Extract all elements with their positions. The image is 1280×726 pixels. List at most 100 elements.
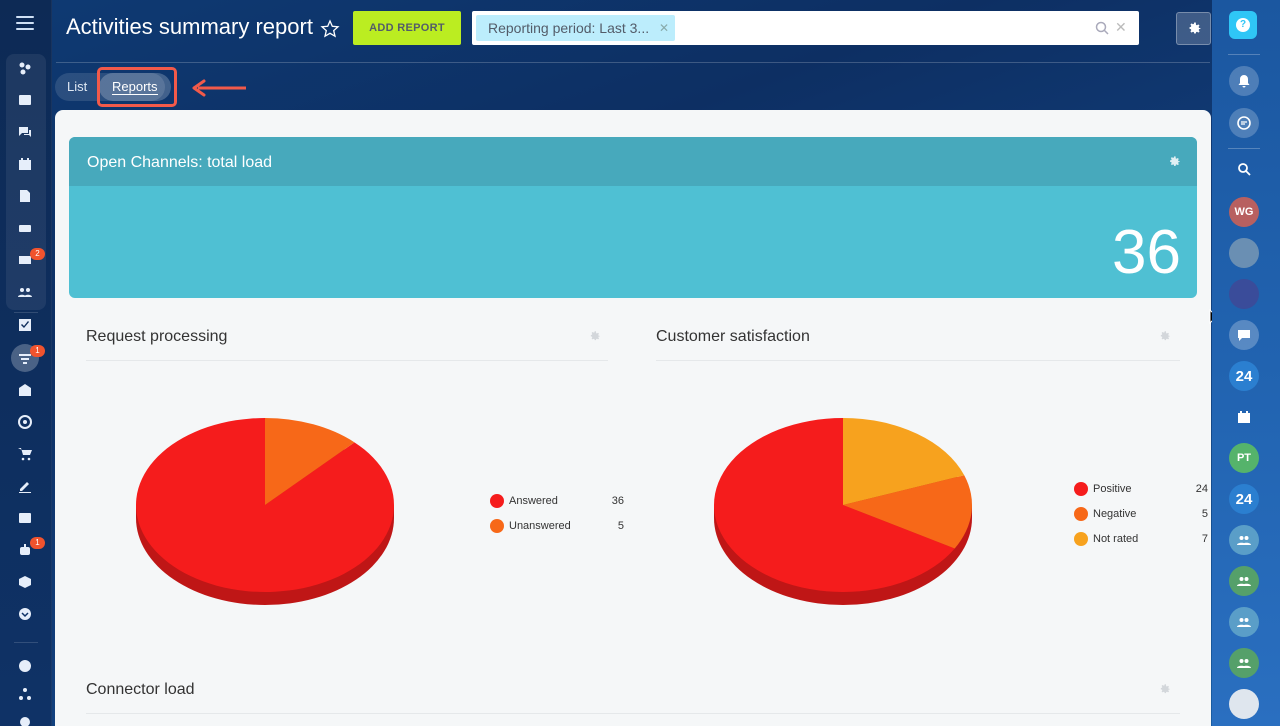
pie-slice-positive [714, 418, 955, 592]
widget-divider [86, 713, 1180, 714]
crm-funnel-icon[interactable] [15, 348, 35, 368]
legend-dot [490, 494, 504, 508]
group-avatar-icon[interactable] [1229, 648, 1259, 678]
legend-label: Not rated [1093, 533, 1139, 545]
divider [1228, 54, 1260, 55]
tasks-icon[interactable] [15, 315, 35, 335]
avatar[interactable] [1229, 689, 1259, 719]
search-icon[interactable] [1095, 21, 1109, 35]
more-chevron-icon[interactable] [15, 604, 35, 624]
tab-reports[interactable]: Reports [99, 73, 171, 101]
drive-icon[interactable] [15, 218, 35, 238]
legend-value: 36 [611, 495, 624, 507]
filter-chip-label: Reporting period: Last 3... [488, 20, 650, 36]
sites-icon[interactable] [15, 58, 35, 78]
robot-icon[interactable] [15, 540, 35, 560]
request-processing-pie [136, 418, 394, 605]
legend-item: Positive 24 [1074, 482, 1208, 496]
divider [1228, 148, 1260, 149]
chip-remove-icon[interactable]: ✕ [658, 21, 669, 35]
pie-slice-not-rated [843, 418, 965, 505]
group-avatar-icon[interactable] [1229, 607, 1259, 637]
close-icon[interactable]: ✕ [1115, 19, 1127, 35]
star-icon[interactable] [320, 19, 340, 39]
tab-underline [112, 94, 158, 95]
tab-list[interactable]: List [67, 79, 88, 94]
avatar[interactable] [1229, 238, 1259, 268]
legend-value: 24 [1195, 483, 1208, 495]
open-channels-card: Open Channels: total load 36 [69, 137, 1197, 298]
right-sidebar: ? WG 24 PT 24 [1212, 0, 1280, 726]
legend-label: Negative [1093, 508, 1137, 520]
legend-value: 5 [617, 520, 624, 532]
legend-value: 7 [1201, 533, 1208, 545]
contact-card-icon[interactable] [15, 508, 35, 528]
legend-dot [1074, 532, 1088, 546]
pie-slice-negative [843, 475, 972, 549]
avatar[interactable] [1229, 279, 1259, 309]
help-icon[interactable] [15, 656, 35, 676]
calendar-icon[interactable] [1229, 402, 1259, 432]
legend-label: Unanswered [509, 520, 571, 532]
calendar-icon[interactable] [15, 154, 35, 174]
page-title: Activities summary report [66, 14, 313, 39]
widget-divider [86, 360, 608, 361]
legend-label: Answered [509, 495, 558, 507]
mail-icon[interactable] [15, 250, 35, 270]
legend-item: Not rated 7 [1074, 532, 1208, 546]
pie-slice-unanswered [265, 418, 355, 505]
cart-icon[interactable] [15, 444, 35, 464]
crm-badge: 1 [30, 345, 45, 357]
annotation-arrow-icon [192, 79, 246, 97]
legend-label: Positive [1093, 483, 1132, 495]
help-button[interactable]: ? [1229, 11, 1257, 39]
store-icon[interactable] [15, 380, 35, 400]
left-sidebar: 2 1 1 [0, 0, 52, 726]
messenger-icon[interactable] [1229, 108, 1259, 138]
widget-gear-icon[interactable] [1158, 330, 1171, 343]
group-avatar-icon[interactable] [1229, 566, 1259, 596]
avatar[interactable]: WG [1229, 197, 1259, 227]
legend-dot [1074, 507, 1088, 521]
header-divider [56, 62, 1210, 63]
add-report-button[interactable]: ADD REPORT [353, 11, 461, 45]
workgroups-icon[interactable] [15, 282, 35, 302]
open-channels-title: Open Channels: total load [69, 137, 1197, 186]
bitrix24-icon[interactable]: 24 [1229, 361, 1259, 391]
view-tabs: List Reports [55, 73, 171, 101]
open-channels-value: 36 [1112, 218, 1181, 287]
target-icon[interactable] [15, 412, 35, 432]
widget-gear-icon[interactable] [1167, 155, 1181, 169]
bitrix24-icon[interactable]: 24 [1229, 484, 1259, 514]
cube-icon[interactable] [15, 572, 35, 592]
menu-icon[interactable] [16, 16, 34, 34]
gear-icon [1189, 22, 1201, 33]
legend-dot [1074, 482, 1088, 496]
group-avatar-icon[interactable] [1229, 525, 1259, 555]
widget-gear-icon[interactable] [1158, 683, 1171, 696]
page-settings-button[interactable] [1176, 12, 1211, 45]
customer-satisfaction-title: Customer satisfaction [656, 328, 810, 345]
robot-badge: 1 [30, 537, 45, 549]
group-chat-icon[interactable] [1229, 320, 1259, 350]
divider [14, 312, 38, 313]
filter-chip[interactable]: Reporting period: Last 3... ✕ [476, 15, 675, 41]
feed-icon[interactable] [15, 90, 35, 110]
legend-item: Answered 36 [490, 494, 624, 508]
notifications-bell-icon[interactable] [1229, 66, 1259, 96]
tab-reports-label: Reports [112, 79, 158, 94]
search-icon[interactable] [1229, 154, 1259, 184]
structure-icon[interactable] [15, 684, 35, 704]
customer-satisfaction-pie [714, 418, 972, 605]
mail-badge: 2 [30, 248, 45, 260]
signature-icon[interactable] [15, 476, 35, 496]
documents-icon[interactable] [15, 186, 35, 206]
widget-gear-icon[interactable] [588, 330, 601, 343]
chat-icon[interactable] [15, 122, 35, 142]
filter-search-box[interactable]: Reporting period: Last 3... ✕ ✕ [472, 11, 1139, 45]
settings-gear-icon[interactable] [15, 712, 35, 726]
avatar[interactable]: PT [1229, 443, 1259, 473]
legend-item: Negative 5 [1074, 507, 1208, 521]
reports-panel: Open Channels: total load 36 Request pro… [55, 110, 1211, 726]
connector-load-title: Connector load [86, 681, 195, 698]
